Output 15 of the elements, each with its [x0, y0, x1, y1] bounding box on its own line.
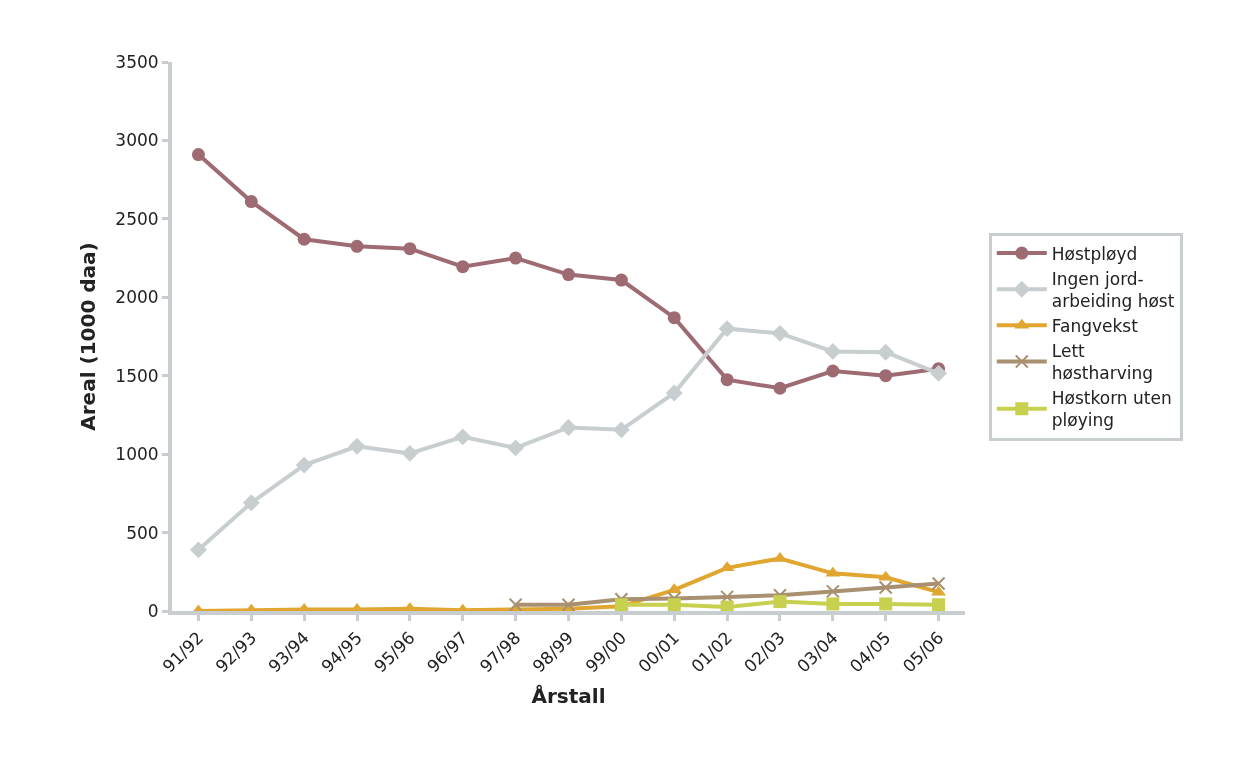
y-tick-label: 1000	[115, 444, 159, 465]
y-axis-title: Areal (1000 daa)	[76, 242, 101, 431]
x-axis-title: Årstall	[531, 684, 606, 709]
y-tick-label: 2500	[115, 208, 159, 229]
y-tick-label: 1500	[115, 365, 159, 386]
legend-label: Lett høstharving	[1051, 341, 1154, 384]
y-tick-label: 2000	[115, 287, 159, 308]
y-tick-label: 3000	[115, 130, 159, 151]
legend-label: Høstpløyd	[1051, 243, 1138, 264]
legend-label: Fangvekst	[1051, 315, 1139, 336]
y-tick-label: 0	[147, 600, 159, 621]
y-tick-label: 3500	[115, 51, 159, 72]
legend-label: Ingen jord- arbeiding høst	[1051, 268, 1175, 311]
y-tick-label: 500	[126, 522, 159, 543]
legend-label: Høstkorn uten pløying	[1051, 388, 1172, 431]
